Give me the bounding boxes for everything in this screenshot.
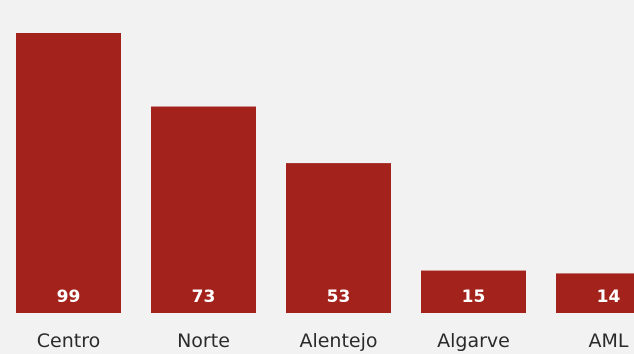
category-label-alentejo: Alentejo <box>299 330 377 352</box>
category-label-norte: Norte <box>177 330 230 352</box>
bar-aml <box>556 273 634 313</box>
bars-group <box>16 33 634 313</box>
value-label-alentejo: 53 <box>327 287 351 307</box>
bar-algarve <box>421 270 526 313</box>
value-label-norte: 73 <box>192 287 216 307</box>
category-label-centro: Centro <box>37 330 100 352</box>
category-label-aml: AML <box>589 330 629 352</box>
bar-alentejo <box>286 163 391 313</box>
bar-centro <box>16 33 121 313</box>
category-labels-group: Centro Norte Alentejo Algarve AML <box>37 330 629 352</box>
value-label-centro: 99 <box>57 287 81 307</box>
category-label-algarve: Algarve <box>437 330 510 352</box>
value-labels-group: 99 73 53 15 14 <box>57 287 621 307</box>
value-label-algarve: 15 <box>462 287 486 307</box>
bar-norte <box>151 106 256 313</box>
value-label-aml: 14 <box>597 287 621 307</box>
